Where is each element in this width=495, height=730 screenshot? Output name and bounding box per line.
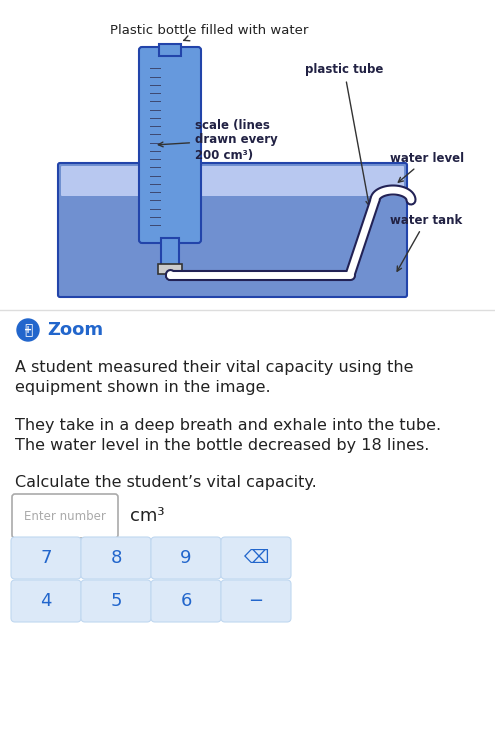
Text: equipment shown in the image.: equipment shown in the image. [15, 380, 271, 395]
FancyBboxPatch shape [221, 537, 291, 579]
Text: water tank: water tank [390, 213, 462, 272]
Text: plastic tube: plastic tube [305, 64, 383, 206]
Text: 4: 4 [40, 592, 52, 610]
Text: The water level in the bottle decreased by 18 lines.: The water level in the bottle decreased … [15, 438, 429, 453]
FancyBboxPatch shape [221, 580, 291, 622]
Text: 6: 6 [180, 592, 192, 610]
FancyBboxPatch shape [151, 580, 221, 622]
FancyBboxPatch shape [58, 163, 407, 297]
Text: +: + [24, 325, 32, 335]
Text: They take in a deep breath and exhale into the tube.: They take in a deep breath and exhale in… [15, 418, 441, 433]
FancyBboxPatch shape [12, 494, 118, 538]
Text: Enter number: Enter number [24, 510, 106, 523]
Text: 8: 8 [110, 549, 122, 567]
Text: −: − [248, 592, 263, 610]
Text: 5: 5 [110, 592, 122, 610]
Text: water level: water level [390, 152, 464, 182]
Text: 7: 7 [40, 549, 52, 567]
Text: A student measured their vital capacity using the: A student measured their vital capacity … [15, 360, 413, 375]
Text: Zoom: Zoom [47, 321, 103, 339]
FancyBboxPatch shape [61, 166, 404, 196]
Text: scale (lines
drawn every
200 cm³): scale (lines drawn every 200 cm³) [158, 118, 278, 161]
Text: cm³: cm³ [130, 507, 164, 525]
FancyBboxPatch shape [139, 47, 201, 243]
Text: ⌫: ⌫ [243, 549, 269, 567]
Bar [158, 264, 182, 274]
Text: 9: 9 [180, 549, 192, 567]
FancyBboxPatch shape [11, 580, 81, 622]
Circle shape [17, 319, 39, 341]
FancyBboxPatch shape [81, 580, 151, 622]
Text: ⌕: ⌕ [24, 323, 32, 337]
Bar [161, 238, 179, 268]
Bar [159, 44, 181, 56]
FancyBboxPatch shape [151, 537, 221, 579]
FancyBboxPatch shape [11, 537, 81, 579]
Text: Calculate the student’s vital capacity.: Calculate the student’s vital capacity. [15, 475, 317, 490]
Text: Plastic bottle filled with water: Plastic bottle filled with water [110, 23, 308, 41]
FancyBboxPatch shape [81, 537, 151, 579]
